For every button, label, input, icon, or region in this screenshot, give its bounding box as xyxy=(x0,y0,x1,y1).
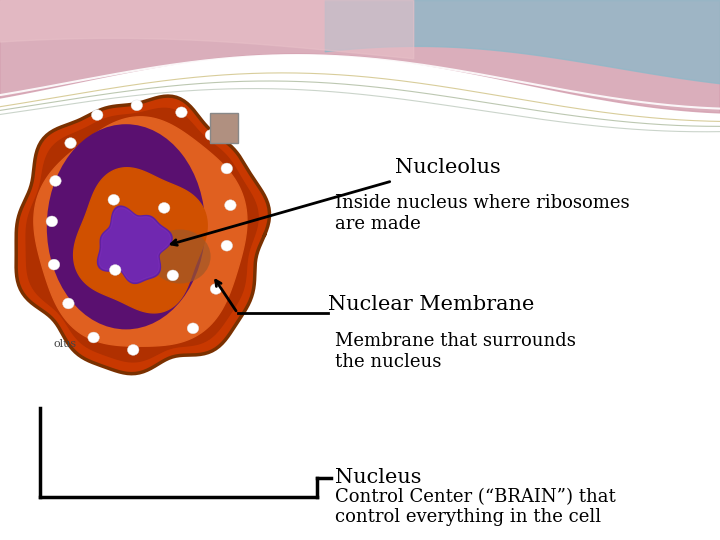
Ellipse shape xyxy=(47,124,205,329)
Polygon shape xyxy=(97,206,172,284)
Ellipse shape xyxy=(158,202,170,213)
Text: Inside nucleus where ribosomes
are made: Inside nucleus where ribosomes are made xyxy=(335,194,629,233)
Ellipse shape xyxy=(108,194,120,205)
Text: Membrane that surrounds
the nucleus: Membrane that surrounds the nucleus xyxy=(335,332,576,371)
Ellipse shape xyxy=(46,216,58,227)
Ellipse shape xyxy=(167,270,179,281)
Text: Nucleus: Nucleus xyxy=(335,468,421,488)
Polygon shape xyxy=(26,109,258,362)
Polygon shape xyxy=(99,208,171,282)
Ellipse shape xyxy=(63,298,74,309)
Ellipse shape xyxy=(150,230,211,284)
Ellipse shape xyxy=(210,284,222,294)
Text: olus: olus xyxy=(54,339,77,349)
Ellipse shape xyxy=(50,176,61,186)
Ellipse shape xyxy=(221,163,233,174)
Ellipse shape xyxy=(205,130,217,140)
Ellipse shape xyxy=(127,345,139,355)
Ellipse shape xyxy=(88,332,99,343)
Ellipse shape xyxy=(225,200,236,211)
Ellipse shape xyxy=(187,323,199,334)
Ellipse shape xyxy=(91,110,103,120)
Text: Nuclear Membrane: Nuclear Membrane xyxy=(328,295,534,314)
Ellipse shape xyxy=(48,259,60,270)
Ellipse shape xyxy=(131,100,143,111)
Ellipse shape xyxy=(65,138,76,148)
Polygon shape xyxy=(34,117,247,346)
Polygon shape xyxy=(16,96,269,374)
Ellipse shape xyxy=(176,107,187,118)
Ellipse shape xyxy=(221,240,233,251)
Text: Nucleolus: Nucleolus xyxy=(395,158,500,177)
FancyBboxPatch shape xyxy=(210,113,238,143)
Polygon shape xyxy=(73,168,207,313)
Ellipse shape xyxy=(109,265,121,275)
Text: Control Center (“BRAIN”) that
control everything in the cell: Control Center (“BRAIN”) that control ev… xyxy=(335,488,616,526)
